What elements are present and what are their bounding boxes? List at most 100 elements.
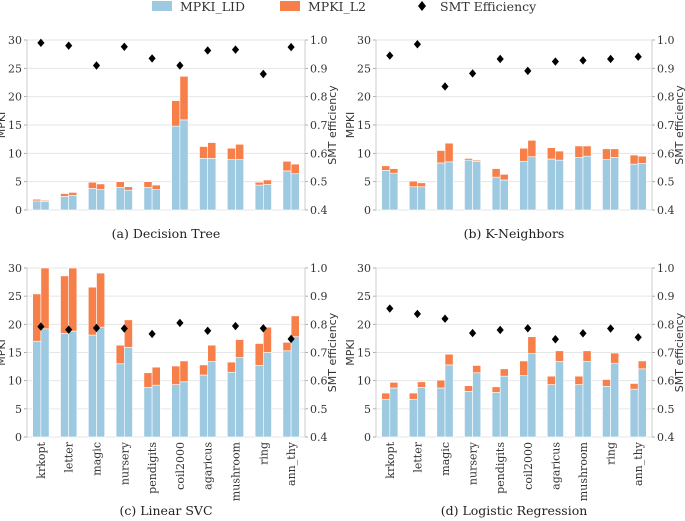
smt-marker-coil2000: [176, 318, 184, 328]
bar-lid-pendigits-bar2: [151, 189, 161, 211]
bar-l2-pendigits-bar1: [143, 372, 153, 388]
bar-lid-letter-bar1: [408, 186, 418, 211]
bar-lid-ann_thy-bar2: [290, 336, 300, 438]
y2-axis-label: SMT efficiency: [326, 312, 339, 392]
subplot-caption: (b) K-Neighbors: [464, 226, 565, 241]
bar-l2-ann_thy-bar2: [290, 163, 300, 175]
bar-l2-coil2000-bar1: [171, 100, 181, 127]
subplot-b: 0 5 10 15 20 25 30 0.4 0.5 0.6 0.7 0.8 0.9 1.0 MPKI SMT…: [344, 34, 685, 241]
smt-marker-coil2000: [524, 66, 532, 76]
bar-lid-mushroom-bar1: [226, 159, 236, 211]
x-tick-label: ring: [257, 442, 270, 465]
y-tick-label: 15: [8, 119, 22, 132]
smt-marker-coil2000: [176, 61, 184, 70]
y-tick-label: 25: [8, 62, 22, 75]
bar-lid-agaricus-bar2: [207, 158, 217, 211]
smt-marker-nursery: [120, 42, 128, 51]
bar-l2-agaricus-bar2: [207, 344, 217, 362]
bar-lid-ann_thy-bar2: [637, 163, 647, 211]
y2-tick-label: 0.9: [657, 290, 675, 303]
bar-lid-agaricus-bar1: [546, 158, 556, 211]
bar-l2-nursery-bar2: [124, 186, 133, 191]
bar-l2-letter-bar1: [60, 275, 70, 334]
smt-marker-ring: [259, 69, 267, 79]
bars: [381, 336, 647, 438]
x-tick-label: nursery: [467, 441, 480, 485]
smt-marker-ann_thy: [634, 333, 642, 342]
bar-l2-mushroom-bar1: [574, 145, 584, 158]
smt-marker-agaricus: [551, 57, 559, 66]
y2-tick-label: 0.4: [310, 204, 328, 217]
smt-marker-agaricus: [204, 326, 212, 336]
y-tick-label: 5: [15, 403, 22, 416]
bar-l2-ring-bar2: [610, 148, 620, 158]
y-tick-label: 15: [357, 347, 371, 360]
bar-lid-magic-bar1: [436, 162, 446, 211]
y2-tick-label: 0.6: [310, 375, 328, 388]
bar-lid-agaricus-bar1: [199, 158, 208, 211]
y2-tick-label: 0.8: [657, 318, 675, 331]
bar-lid-ann_thy-bar1: [282, 350, 292, 438]
bar-l2-agaricus-bar1: [546, 375, 556, 385]
bar-lid-nursery-bar1: [464, 391, 473, 438]
smt-marker-mushroom: [579, 329, 587, 338]
y2-axis-label: SMT efficiency: [326, 85, 339, 165]
bar-l2-nursery-bar1: [464, 385, 473, 392]
smt-marker-magic: [441, 82, 449, 91]
smt-marker-letter: [65, 41, 73, 50]
bar-lid-ann_thy-bar1: [629, 163, 639, 211]
bar-l2-mushroom-bar2: [235, 339, 245, 358]
y2-tick-label: 1.0: [310, 262, 328, 275]
y2-tick-label: 0.4: [657, 204, 675, 217]
bar-lid-pendigits-bar1: [143, 187, 153, 211]
smt-marker-krkopt: [37, 322, 45, 331]
bar-lid-magic-bar1: [436, 387, 446, 438]
subplot-caption: (c) Linear SVC: [119, 503, 212, 518]
smt-marker-ring: [607, 54, 615, 64]
y2-tick-label: 1.0: [657, 262, 675, 275]
bars: [32, 267, 300, 438]
x-tick-label: mushroom: [577, 441, 590, 501]
y-tick-label: 20: [8, 318, 22, 331]
bar-l2-magic-bar2: [96, 183, 106, 190]
bar-l2-ann_thy-bar2: [637, 360, 647, 370]
y-tick-label: 15: [357, 119, 371, 132]
bar-l2-coil2000-bar2: [179, 360, 189, 383]
bar-lid-mushroom-bar1: [226, 371, 236, 438]
bar-lid-magic-bar2: [96, 326, 106, 438]
bar-l2-krkopt-bar2: [40, 200, 50, 202]
legend-swatch: [152, 1, 172, 11]
smt-marker-nursery: [469, 328, 477, 338]
bar-l2-pendigits-bar2: [499, 174, 509, 181]
y-tick-label: 25: [357, 290, 371, 303]
smt-marker-krkopt: [386, 304, 394, 313]
bar-l2-ann_thy-bar2: [290, 315, 300, 338]
y2-tick-label: 0.8: [310, 91, 328, 104]
bar-l2-mushroom-bar1: [226, 361, 236, 373]
x-tick-label: letter: [411, 441, 424, 472]
y-tick-label: 10: [357, 147, 371, 160]
smt-marker-pendigits: [148, 54, 156, 63]
bar-lid-krkopt-bar1: [32, 340, 42, 438]
bar-lid-ann_thy-bar1: [629, 388, 639, 438]
bar-lid-ring-bar2: [610, 157, 620, 211]
smt-marker-magic: [92, 61, 101, 70]
bar-lid-mushroom-bar2: [582, 361, 592, 438]
bar-lid-krkopt-bar2: [389, 387, 399, 438]
bar-l2-coil2000-bar1: [171, 365, 181, 385]
smt-marker-nursery: [469, 69, 477, 78]
y-tick-label: 20: [8, 91, 22, 104]
smt-marker-letter: [413, 309, 421, 319]
bar-l2-agaricus-bar2: [555, 150, 564, 161]
bar-lid-letter-bar1: [60, 196, 70, 211]
y2-tick-label: 1.0: [310, 34, 328, 47]
legend-marker-diamond: [418, 1, 426, 11]
bar-lid-pendigits-bar2: [499, 179, 509, 211]
x-tick-label: krkopt: [384, 441, 397, 478]
smt-efficiency-markers: [37, 38, 295, 79]
bar-lid-coil2000-bar1: [171, 125, 181, 211]
x-tick-label: magic: [439, 442, 452, 476]
bar-lid-nursery-bar1: [464, 159, 473, 211]
smt-efficiency-markers: [386, 304, 642, 344]
bar-lid-nursery-bar2: [472, 372, 482, 438]
